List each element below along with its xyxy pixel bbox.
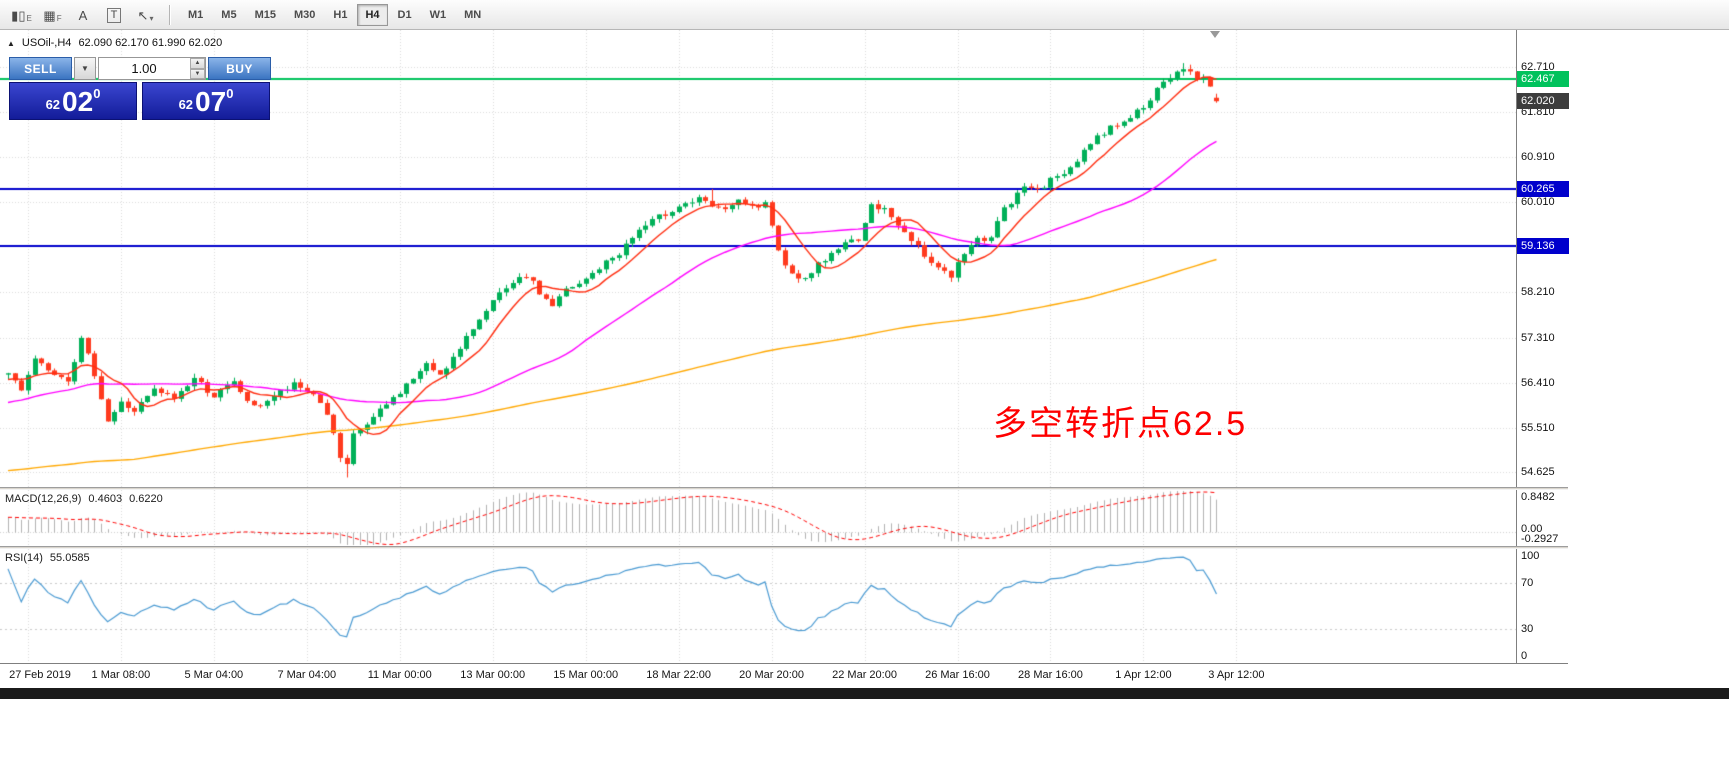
price-axis[interactable]: 62.710 61.810 60.910 60.010 58.210 57.310 56.4… xyxy=(1516,30,1569,487)
symbol-info-bar: ▲ USOil-,H4 62.090 62.170 61.990 62.020 xyxy=(7,37,222,49)
rsi-canvas[interactable] xyxy=(0,549,1516,663)
timeframe-m15[interactable]: M15 xyxy=(247,4,284,26)
macd-axis[interactable]: 0.8482 0.00 -0.2927 xyxy=(1516,490,1568,546)
timeframe-m5[interactable]: M5 xyxy=(213,4,244,26)
cursor-tool-icon[interactable]: ↖ ▾ xyxy=(132,3,159,27)
macd-name: MACD(12,26,9) xyxy=(5,493,82,505)
macd-panel: 0.8482 0.00 -0.2927 MACD(12,26,9) 0.4603 0… xyxy=(0,490,1568,546)
timeframe-h1[interactable]: H1 xyxy=(325,4,355,26)
price-axis-label: 60.910 xyxy=(1521,150,1555,163)
price-panel: 62.710 61.810 60.910 60.010 58.210 57.310 56.4… xyxy=(0,30,1569,487)
text-label-icon[interactable]: A xyxy=(70,3,97,27)
timeframe-m1[interactable]: M1 xyxy=(180,4,211,26)
volume-increment-button[interactable]: ▲ xyxy=(190,58,205,69)
macd-axis-label: 0.00 xyxy=(1521,523,1543,535)
price-axis-label: 55.510 xyxy=(1521,421,1555,434)
chevron-down-icon: ▼ xyxy=(81,64,89,73)
rsi-label: RSI(14) 55.0585 xyxy=(5,552,90,564)
time-axis-label: 26 Mar 16:00 xyxy=(925,669,990,681)
buy-price-sup: 0 xyxy=(226,86,234,101)
rsi-axis[interactable]: 100 70 30 0 xyxy=(1516,549,1568,663)
buy-price-big: 07 xyxy=(195,86,227,117)
price-axis-label: 56.410 xyxy=(1521,376,1555,389)
volume-decrement-button[interactable]: ▼ xyxy=(190,68,205,79)
sell-price-big: 02 xyxy=(62,86,94,117)
buy-price-display[interactable]: 62 07 0 xyxy=(142,82,270,120)
timeframe-mn[interactable]: MN xyxy=(456,4,489,26)
time-axis-label: 13 Mar 00:00 xyxy=(460,669,526,681)
symbol-name: USOil-,H4 xyxy=(21,37,72,49)
time-axis-label: 7 Mar 04:00 xyxy=(277,669,337,681)
symbol-ohlc-values: 62.090 62.170 61.990 62.020 xyxy=(78,37,223,49)
rsi-value: 55.0585 xyxy=(49,552,90,564)
timeframe-w1[interactable]: W1 xyxy=(422,4,455,26)
rsi-name: RSI(14) xyxy=(5,552,43,564)
time-axis[interactable]: 27 Feb 2019 1 Mar 08:00 5 Mar 04:00 7 Mar 0… xyxy=(0,663,1568,688)
toolbar-icon-group: ▮▯ E ▦ F A T ↖ ▾ xyxy=(8,3,159,27)
macd-label: MACD(12,26,9) 0.4603 0.6220 xyxy=(5,493,163,505)
chart-text-annotation[interactable]: 多空转折点62.5 xyxy=(993,405,1248,443)
support-line-price-badge: 59.136 xyxy=(1517,237,1569,254)
toolbar-separator xyxy=(169,4,170,25)
rsi-axis-label: 70 xyxy=(1521,577,1534,590)
price-axis-label: 57.310 xyxy=(1521,331,1555,344)
rsi-splitter[interactable] xyxy=(0,546,1568,549)
rsi-panel: 100 70 30 0 RSI(14) 55.0585 xyxy=(0,549,1568,663)
current-price-badge: 62.020 xyxy=(1517,93,1569,110)
time-axis-label: 27 Feb 2019 xyxy=(9,669,71,681)
time-axis-label: 20 Mar 20:00 xyxy=(739,669,805,681)
time-axis-label: 11 Mar 00:00 xyxy=(367,669,432,681)
macd-canvas[interactable] xyxy=(0,490,1516,546)
sell-price-sup: 0 xyxy=(93,86,101,101)
time-axis-label: 22 Mar 20:00 xyxy=(832,669,897,681)
volume-dropdown-button[interactable]: ▼ xyxy=(74,57,96,80)
time-axis-label: 28 Mar 16:00 xyxy=(1018,669,1083,681)
price-axis-label: 62.710 xyxy=(1521,60,1555,73)
rsi-axis-label: 0 xyxy=(1521,650,1528,662)
timeframe-h4[interactable]: H4 xyxy=(357,3,388,26)
toolbar: ▮▯ E ▦ F A T ↖ ▾ M1 M5 M15 M30 H1 H4 D1 W1 MN xyxy=(0,0,1729,30)
candlestick-chart-icon[interactable]: ▮▯ E xyxy=(8,3,35,27)
volume-field: ▲ ▼ xyxy=(98,57,206,80)
time-axis-label: 15 Mar 00:00 xyxy=(553,669,619,681)
trade-controls-row: SELL ▼ ▲ ▼ BUY xyxy=(9,57,271,80)
timeframe-d1[interactable]: D1 xyxy=(390,4,420,26)
grid-icon[interactable]: ▦ F xyxy=(39,3,66,27)
sell-button[interactable]: SELL xyxy=(9,57,72,80)
trade-prices-row: 62 02 0 62 07 0 xyxy=(9,82,271,120)
sell-price-display[interactable]: 62 02 0 xyxy=(9,82,137,120)
time-axis-label: 3 Apr 12:00 xyxy=(1208,669,1265,681)
sell-price-small: 62 xyxy=(45,97,61,112)
macd-splitter[interactable] xyxy=(0,487,1568,490)
macd-axis-label: 0.8482 xyxy=(1521,491,1555,503)
time-axis-label: 5 Mar 04:00 xyxy=(184,669,244,681)
horizontal-scrollbar[interactable] xyxy=(0,688,1729,699)
time-axis-label: 1 Mar 08:00 xyxy=(91,669,151,681)
price-axis-label: 60.010 xyxy=(1521,196,1555,209)
macd-signal-value: 0.6220 xyxy=(129,493,163,505)
rsi-axis-label: 30 xyxy=(1521,622,1534,635)
buy-button[interactable]: BUY xyxy=(208,57,271,80)
macd-axis-label: -0.2927 xyxy=(1521,533,1559,545)
one-click-collapse-icon[interactable]: ▲ xyxy=(7,38,15,48)
rsi-axis-label: 100 xyxy=(1521,550,1540,562)
volume-input[interactable] xyxy=(98,57,206,80)
buy-price-small: 62 xyxy=(178,97,194,112)
price-axis-label: 58.210 xyxy=(1521,286,1555,299)
timeframe-group: M1 M5 M15 M30 H1 H4 D1 W1 MN xyxy=(180,3,489,26)
volume-spinner: ▲ ▼ xyxy=(190,58,205,79)
macd-main-value: 0.4603 xyxy=(88,493,123,505)
time-axis-label: 1 Apr 12:00 xyxy=(1115,669,1172,681)
template-icon[interactable]: T xyxy=(101,3,128,27)
timeframe-m30[interactable]: M30 xyxy=(286,4,323,26)
time-axis-label: 18 Mar 22:00 xyxy=(646,669,712,681)
price-axis-label: 54.625 xyxy=(1521,466,1555,479)
chart-window: 62.710 61.810 60.910 60.010 58.210 57.310 56.4… xyxy=(0,30,1569,688)
resistance-line-price-badge: 62.467 xyxy=(1517,70,1569,87)
support-line-price-badge: 60.265 xyxy=(1517,181,1569,198)
chart-shift-marker[interactable] xyxy=(1210,31,1220,38)
